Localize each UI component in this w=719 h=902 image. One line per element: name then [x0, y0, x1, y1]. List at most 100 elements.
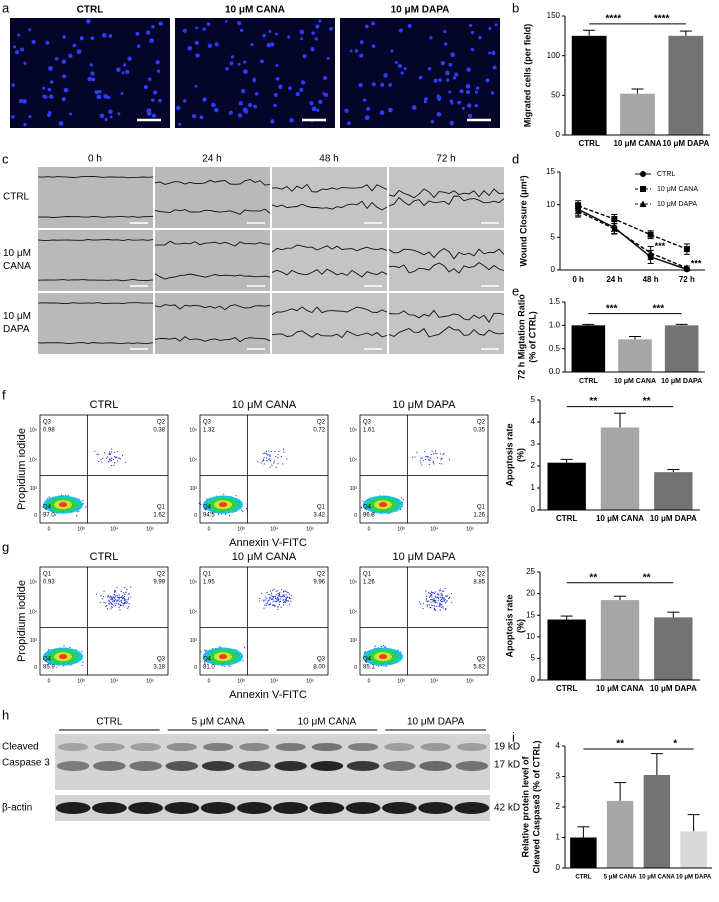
blot-band — [346, 761, 380, 771]
event-dot — [414, 456, 416, 458]
y-tick-label: 0.5 — [549, 344, 561, 353]
wound-edge — [154, 208, 271, 215]
y-tick-label: 10³ — [350, 486, 358, 492]
event-dot — [282, 448, 284, 450]
event-dot — [111, 448, 113, 450]
event-dot — [285, 591, 287, 593]
event-dot — [116, 451, 118, 453]
event-dot — [445, 595, 448, 597]
event-dot — [436, 452, 438, 455]
event-dot — [125, 598, 127, 601]
event-dot — [279, 592, 281, 594]
x-tick-label: 10⁵ — [466, 678, 474, 684]
cell-nucleus — [475, 86, 480, 90]
x-tick-label: 10 μM CANA — [596, 514, 644, 523]
event-dot — [125, 602, 127, 604]
event-dot — [116, 600, 118, 602]
event-dot — [275, 590, 277, 592]
event-dot — [82, 500, 84, 502]
blot-band — [275, 743, 306, 751]
event-dot — [425, 598, 428, 600]
y-tick-label: 10³ — [30, 486, 38, 492]
cell-nucleus — [214, 42, 219, 47]
event-dot — [224, 665, 226, 668]
y-tick-label: 10⁴ — [29, 458, 37, 464]
event-dot — [288, 596, 291, 598]
cell-nucleus — [470, 47, 475, 52]
cell-nucleus — [238, 101, 243, 106]
event-dot — [280, 596, 282, 598]
quadrant-name: Q1 — [43, 572, 52, 578]
event-dot — [260, 462, 262, 464]
cell-nucleus — [68, 53, 73, 59]
y-axis-label: Apoptosis rate — [504, 594, 514, 657]
event-dot — [433, 599, 435, 601]
wound-image — [38, 230, 153, 291]
plot-title: CTRL — [90, 399, 119, 411]
cell-nucleus — [96, 94, 102, 100]
wound-image — [38, 293, 153, 354]
y-tick-label: 10³ — [30, 638, 38, 644]
cell-nucleus — [358, 82, 363, 88]
event-dot — [122, 592, 125, 594]
event-dot — [100, 595, 102, 597]
event-dot — [102, 457, 104, 460]
event-dot — [280, 456, 282, 458]
blot-band — [311, 743, 343, 751]
cell-nucleus — [123, 63, 127, 67]
event-dot — [265, 602, 267, 605]
event-dot — [425, 455, 427, 457]
event-dot — [276, 600, 278, 603]
cell-nucleus — [390, 49, 394, 53]
y-axis-label: Wound Closure (μm²) — [518, 175, 528, 266]
cell-nucleus — [49, 80, 54, 84]
cell-nucleus — [379, 110, 385, 115]
quadrant-value: 85.9 — [43, 665, 55, 671]
wound-edge — [388, 262, 505, 274]
event-dot — [123, 597, 125, 599]
cell-nucleus — [450, 101, 454, 105]
event-dot — [266, 457, 268, 459]
event-dot — [266, 600, 268, 602]
cell-nucleus — [254, 92, 259, 96]
quadrant-name: Q3 — [43, 420, 52, 426]
event-dot — [429, 595, 431, 598]
event-dot — [287, 591, 289, 593]
significance-label: *** — [691, 258, 702, 268]
cell-nucleus — [429, 36, 433, 40]
event-dot — [269, 466, 271, 468]
event-dot — [288, 598, 291, 600]
event-dot — [428, 596, 431, 598]
y-tick-label: 5 — [531, 654, 536, 663]
y-axis-label: (%) — [515, 448, 525, 462]
wound-edge — [388, 195, 505, 207]
cell-nucleus — [437, 98, 441, 102]
event-dot — [274, 450, 276, 452]
cell-nucleus — [237, 21, 242, 26]
cell-nucleus — [90, 71, 95, 76]
event-dot — [48, 649, 50, 651]
event-dot — [267, 604, 269, 606]
cell-nucleus — [237, 113, 243, 118]
event-dot — [443, 590, 445, 592]
blot-band — [309, 802, 345, 814]
significance-label: *** — [652, 303, 664, 314]
event-dot — [442, 596, 444, 598]
cell-nucleus — [108, 109, 113, 115]
event-dot — [420, 462, 422, 464]
x-tick-label: 0 — [208, 678, 211, 684]
event-dot — [431, 594, 433, 596]
y-tick-label: 3 — [531, 439, 536, 448]
event-dot — [113, 605, 115, 607]
wound-edge — [154, 304, 271, 311]
row-label: 10 μM — [3, 248, 31, 259]
event-dot — [115, 602, 118, 604]
event-dot — [110, 457, 113, 459]
cell-nucleus — [300, 80, 306, 85]
event-dot — [268, 604, 270, 606]
event-dot — [127, 606, 130, 608]
microscopy-image — [175, 18, 335, 128]
cell-nucleus — [143, 85, 148, 90]
x-tick-label: 10⁴ — [270, 526, 278, 532]
event-dot — [444, 608, 447, 610]
